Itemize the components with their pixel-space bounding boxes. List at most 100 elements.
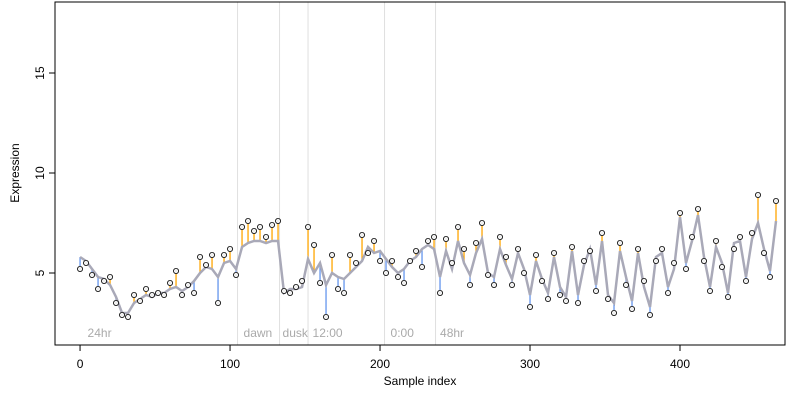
data-point xyxy=(587,247,594,254)
data-point xyxy=(77,265,84,272)
data-point xyxy=(755,191,762,198)
data-point xyxy=(269,221,276,228)
data-point xyxy=(383,269,390,276)
data-point xyxy=(371,237,378,244)
data-point xyxy=(275,217,282,224)
data-point xyxy=(449,259,456,266)
data-point xyxy=(725,293,732,300)
data-point xyxy=(635,245,642,252)
data-point xyxy=(143,285,150,292)
data-point xyxy=(347,251,354,258)
period-label: 12:00 xyxy=(313,326,343,340)
data-point xyxy=(365,249,372,256)
data-point xyxy=(737,233,744,240)
data-point xyxy=(575,299,582,306)
data-point xyxy=(695,205,702,212)
data-point xyxy=(719,263,726,270)
data-point xyxy=(137,297,144,304)
data-point xyxy=(773,197,780,204)
data-point xyxy=(743,277,750,284)
data-point xyxy=(287,289,294,296)
y-tick-label: 15 xyxy=(33,66,47,80)
data-point xyxy=(527,303,534,310)
data-point xyxy=(461,245,468,252)
data-point xyxy=(455,223,462,230)
data-point xyxy=(185,281,192,288)
data-point xyxy=(467,281,474,288)
x-tick-label: 200 xyxy=(370,357,390,371)
data-point xyxy=(503,253,510,260)
data-point xyxy=(521,269,528,276)
data-point xyxy=(701,257,708,264)
data-point xyxy=(515,245,522,252)
data-point xyxy=(641,277,648,284)
data-point xyxy=(359,231,366,238)
period-label: 24hr xyxy=(88,326,112,340)
x-tick-label: 100 xyxy=(220,357,240,371)
data-point xyxy=(713,237,720,244)
data-point xyxy=(161,291,168,298)
data-point xyxy=(629,305,636,312)
data-point xyxy=(431,233,438,240)
y-tick-label: 10 xyxy=(33,166,47,180)
period-label: dawn xyxy=(244,326,273,340)
data-point xyxy=(293,283,300,290)
data-point xyxy=(395,273,402,280)
data-point xyxy=(299,277,306,284)
data-point xyxy=(335,285,342,292)
data-point xyxy=(563,297,570,304)
data-point xyxy=(203,261,210,268)
x-tick-label: 400 xyxy=(670,357,690,371)
data-point xyxy=(233,271,240,278)
data-point xyxy=(689,233,696,240)
data-point xyxy=(215,299,222,306)
data-point xyxy=(401,279,408,286)
data-point xyxy=(539,277,546,284)
data-point xyxy=(245,217,252,224)
data-point xyxy=(545,295,552,302)
data-point xyxy=(179,291,186,298)
data-point xyxy=(647,311,654,318)
data-point xyxy=(323,313,330,320)
data-point xyxy=(683,265,690,272)
data-point xyxy=(89,271,96,278)
data-point xyxy=(707,287,714,294)
data-point xyxy=(167,279,174,286)
data-point xyxy=(305,223,312,230)
data-point xyxy=(653,257,660,264)
data-point xyxy=(173,267,180,274)
data-point xyxy=(413,247,420,254)
data-point xyxy=(491,281,498,288)
data-point xyxy=(551,249,558,256)
x-tick-label: 300 xyxy=(520,357,540,371)
data-point xyxy=(671,259,678,266)
period-label: dusk xyxy=(283,326,309,340)
data-point xyxy=(101,277,108,284)
data-point xyxy=(113,299,120,306)
data-point xyxy=(149,291,156,298)
data-point xyxy=(581,257,588,264)
data-point xyxy=(569,243,576,250)
x-axis-label: Sample index xyxy=(384,374,457,388)
data-point xyxy=(311,241,318,248)
data-point xyxy=(677,209,684,216)
fitted-line xyxy=(79,214,778,315)
data-point xyxy=(209,251,216,258)
data-point xyxy=(407,257,414,264)
data-point xyxy=(317,279,324,286)
data-point xyxy=(593,287,600,294)
data-point xyxy=(191,289,198,296)
data-point xyxy=(227,245,234,252)
data-point xyxy=(125,313,132,320)
data-point xyxy=(263,233,270,240)
y-axis-label: Expression xyxy=(8,143,22,202)
data-point xyxy=(731,245,738,252)
data-point xyxy=(341,289,348,296)
data-point xyxy=(485,271,492,278)
data-point xyxy=(533,251,540,258)
data-point xyxy=(497,233,504,240)
data-point xyxy=(389,257,396,264)
data-point xyxy=(221,251,228,258)
data-point xyxy=(611,309,618,316)
